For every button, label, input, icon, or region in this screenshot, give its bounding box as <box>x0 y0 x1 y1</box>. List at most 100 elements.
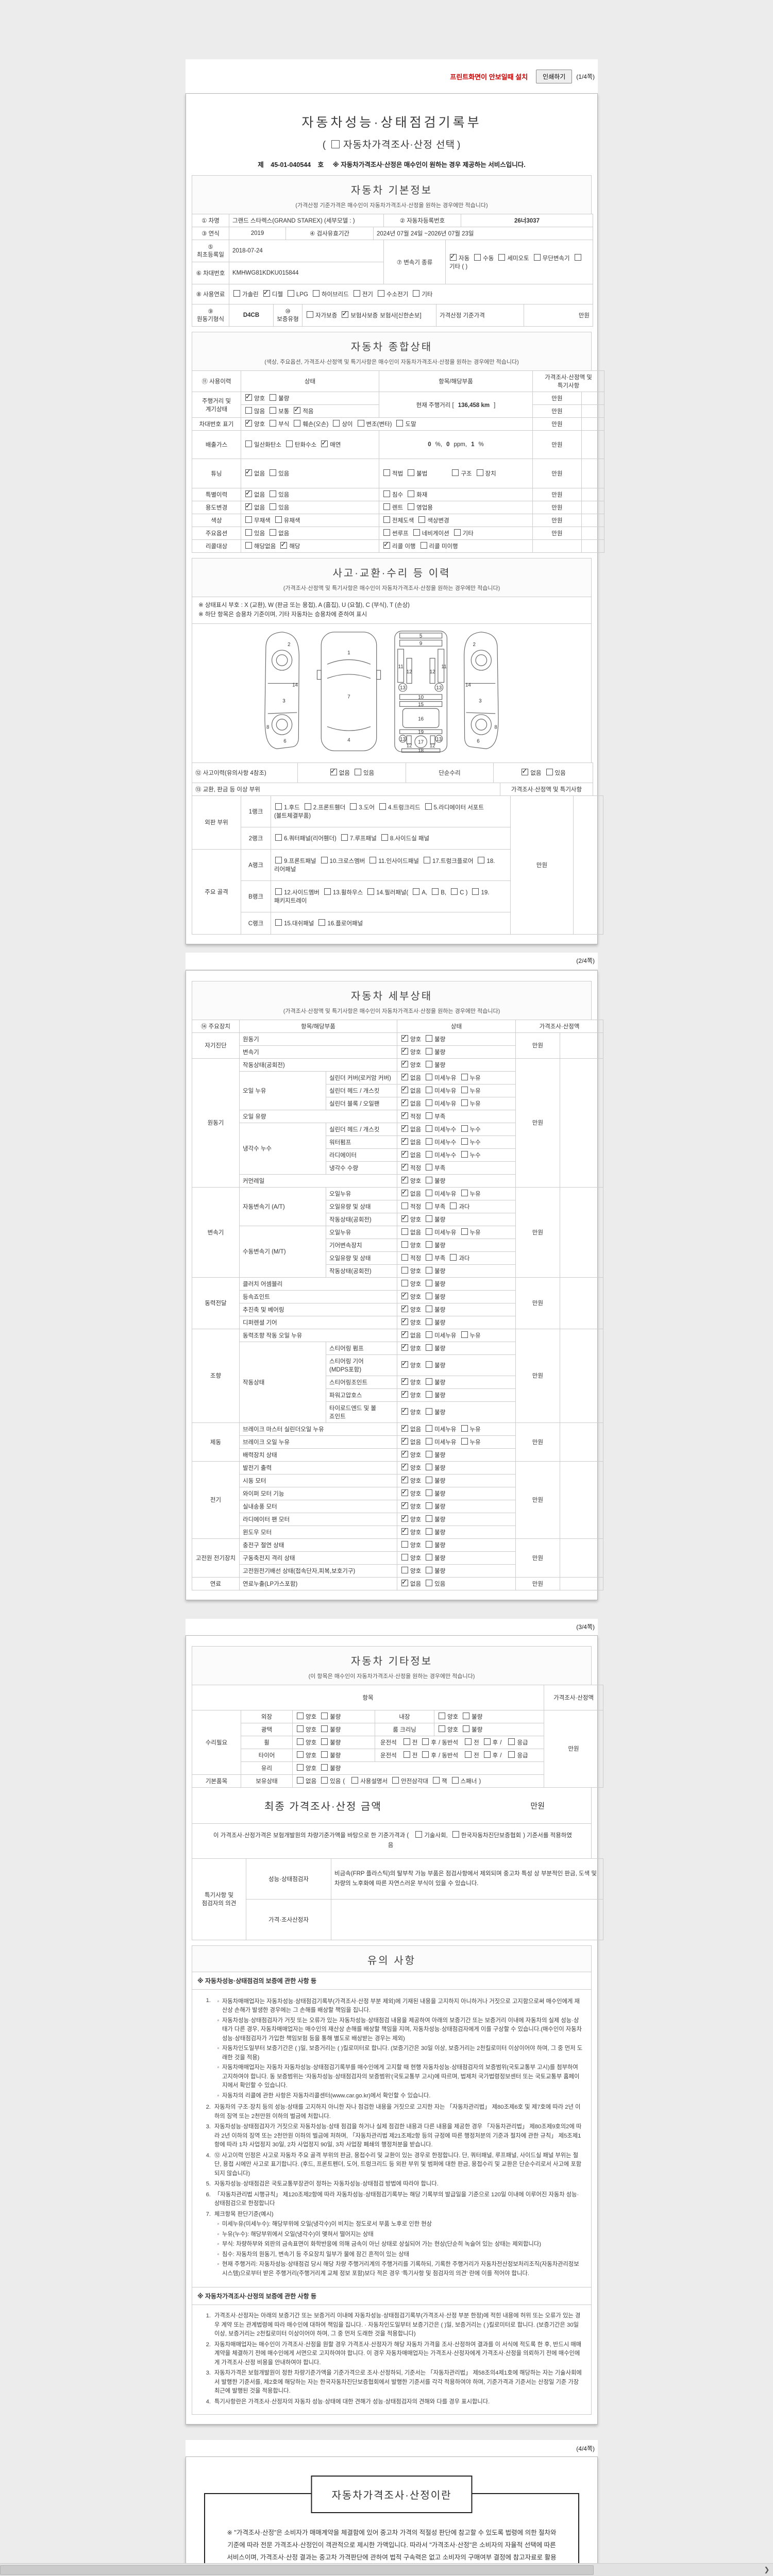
checkbox[interactable] <box>426 1515 433 1522</box>
checkbox[interactable] <box>403 1738 410 1745</box>
checkbox[interactable] <box>426 1202 433 1209</box>
checkbox[interactable] <box>270 503 277 510</box>
horizontal-scrollbar[interactable]: ❯ <box>0 2563 773 2576</box>
checkbox[interactable] <box>331 140 340 148</box>
checkbox[interactable] <box>297 1764 304 1771</box>
checkbox[interactable] <box>321 439 328 447</box>
checkbox[interactable] <box>401 1033 408 1042</box>
checkbox[interactable] <box>270 469 277 476</box>
checkbox[interactable] <box>401 1291 408 1299</box>
checkbox[interactable] <box>426 1073 433 1080</box>
checkbox[interactable] <box>270 490 277 497</box>
checkbox[interactable] <box>321 856 328 863</box>
checkbox[interactable] <box>426 1241 433 1248</box>
checkbox[interactable] <box>392 1776 399 1784</box>
checkbox[interactable] <box>401 1137 408 1145</box>
checkbox[interactable] <box>401 1514 408 1522</box>
checkbox[interactable] <box>426 1331 433 1338</box>
checkbox[interactable] <box>378 290 385 297</box>
checkbox[interactable] <box>426 1579 433 1586</box>
checkbox[interactable] <box>439 1712 445 1719</box>
print-button[interactable]: 인쇄하기 <box>536 69 573 83</box>
checkbox[interactable] <box>401 1059 408 1067</box>
checkbox[interactable] <box>245 489 252 497</box>
checkbox[interactable] <box>401 1046 408 1055</box>
checkbox[interactable] <box>383 490 390 497</box>
checkbox[interactable] <box>483 1751 491 1758</box>
checkbox[interactable] <box>275 803 282 810</box>
checkbox[interactable] <box>426 1138 433 1145</box>
checkbox[interactable] <box>461 1073 468 1080</box>
checkbox[interactable] <box>383 540 390 549</box>
checkbox[interactable] <box>418 516 426 523</box>
checkbox[interactable] <box>408 490 415 497</box>
checkbox[interactable] <box>275 888 282 895</box>
checkbox[interactable] <box>333 420 340 427</box>
checkbox[interactable] <box>426 1437 433 1445</box>
checkbox[interactable] <box>401 1266 408 1274</box>
checkbox[interactable] <box>321 1764 328 1771</box>
checkbox[interactable] <box>297 1725 304 1732</box>
checkbox[interactable] <box>245 502 252 510</box>
checkbox[interactable] <box>461 1228 468 1235</box>
checkbox[interactable] <box>401 1124 408 1132</box>
checkbox[interactable] <box>426 1502 433 1509</box>
checkbox[interactable] <box>287 290 294 297</box>
checkbox[interactable] <box>383 503 390 510</box>
checkbox[interactable] <box>401 1389 408 1398</box>
checkbox[interactable] <box>426 1344 433 1351</box>
checkbox[interactable] <box>478 856 485 863</box>
checkbox[interactable] <box>297 1776 304 1784</box>
checkbox[interactable] <box>294 405 301 414</box>
checkbox[interactable] <box>275 919 282 926</box>
checkbox[interactable] <box>426 1228 433 1235</box>
checkbox[interactable] <box>401 1423 408 1432</box>
checkbox[interactable] <box>426 1112 433 1119</box>
checkbox[interactable] <box>401 1188 408 1196</box>
checkbox[interactable] <box>270 420 277 427</box>
checkbox[interactable] <box>401 1162 408 1171</box>
scrollbar-thumb[interactable] <box>0 2565 594 2575</box>
checkbox[interactable] <box>401 1566 408 1573</box>
checkbox[interactable] <box>401 1304 408 1312</box>
checkbox[interactable] <box>297 1712 304 1719</box>
checkbox[interactable] <box>245 516 252 523</box>
checkbox[interactable] <box>401 1406 408 1415</box>
checkbox[interactable] <box>426 1150 433 1158</box>
checkbox[interactable] <box>297 1738 304 1745</box>
checkbox[interactable] <box>401 1279 408 1286</box>
checkbox[interactable] <box>426 1305 433 1312</box>
checkbox[interactable] <box>422 1751 429 1758</box>
checkbox[interactable] <box>245 407 252 414</box>
checkbox[interactable] <box>401 1214 408 1222</box>
checkbox[interactable] <box>275 834 282 841</box>
checkbox[interactable] <box>522 767 529 775</box>
checkbox[interactable] <box>401 1475 408 1483</box>
checkbox[interactable] <box>450 1202 457 1209</box>
checkbox[interactable] <box>426 1450 433 1458</box>
checkbox[interactable] <box>318 919 326 926</box>
checkbox[interactable] <box>401 1553 408 1561</box>
checkbox[interactable] <box>426 1163 433 1171</box>
checkbox[interactable] <box>432 888 439 895</box>
checkbox[interactable] <box>321 1751 328 1758</box>
checkbox[interactable] <box>401 1377 408 1385</box>
checkbox[interactable] <box>415 1831 423 1838</box>
checkbox[interactable] <box>396 420 404 427</box>
checkbox[interactable] <box>401 1228 408 1235</box>
checkbox[interactable] <box>450 1253 457 1261</box>
checkbox[interactable] <box>307 311 313 318</box>
checkbox[interactable] <box>424 856 431 863</box>
checkbox[interactable] <box>383 469 390 476</box>
checkbox[interactable] <box>498 253 506 261</box>
checkbox[interactable] <box>330 767 337 775</box>
checkbox[interactable] <box>294 420 301 427</box>
checkbox[interactable] <box>451 888 458 895</box>
checkbox[interactable] <box>408 503 415 510</box>
checkbox[interactable] <box>263 289 270 297</box>
checkbox[interactable] <box>461 1425 468 1432</box>
checkbox[interactable] <box>433 1776 440 1784</box>
checkbox[interactable] <box>312 290 320 297</box>
checkbox[interactable] <box>426 1489 433 1496</box>
checkbox[interactable] <box>401 1175 408 1183</box>
